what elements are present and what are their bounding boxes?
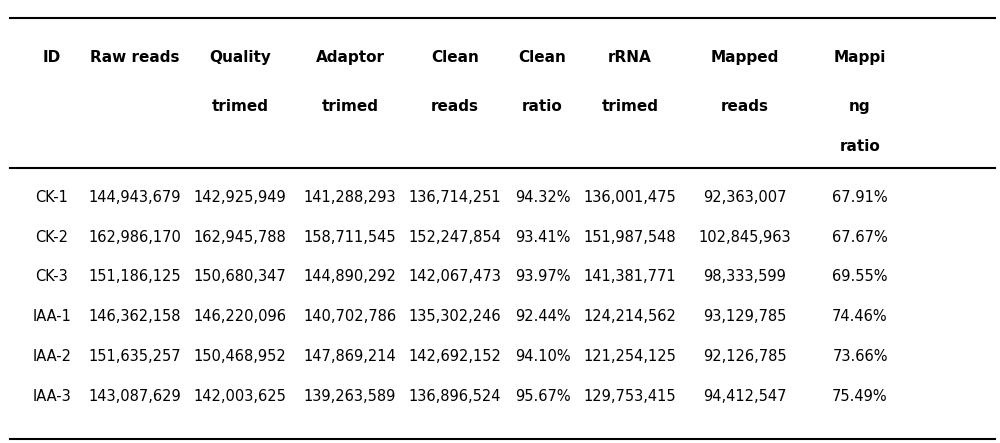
Text: rRNA: rRNA bbox=[608, 50, 652, 65]
Text: 162,945,788: 162,945,788 bbox=[194, 229, 286, 245]
Text: IAA-2: IAA-2 bbox=[32, 349, 72, 364]
Text: trimed: trimed bbox=[602, 99, 658, 114]
Text: 144,943,679: 144,943,679 bbox=[89, 190, 181, 205]
Text: 158,711,545: 158,711,545 bbox=[304, 229, 396, 245]
Text: 94.10%: 94.10% bbox=[515, 349, 570, 364]
Text: 93.97%: 93.97% bbox=[515, 269, 570, 284]
Text: 121,254,125: 121,254,125 bbox=[584, 349, 676, 364]
Text: 152,247,854: 152,247,854 bbox=[409, 229, 501, 245]
Text: 75.49%: 75.49% bbox=[832, 389, 888, 404]
Text: IAA-1: IAA-1 bbox=[33, 309, 71, 324]
Text: 144,890,292: 144,890,292 bbox=[304, 269, 396, 284]
Text: Adaptor: Adaptor bbox=[316, 50, 384, 65]
Text: Quality: Quality bbox=[209, 50, 271, 65]
Text: 151,186,125: 151,186,125 bbox=[89, 269, 181, 284]
Text: 150,680,347: 150,680,347 bbox=[194, 269, 286, 284]
Text: Mappi: Mappi bbox=[834, 50, 886, 65]
Text: 162,986,170: 162,986,170 bbox=[89, 229, 181, 245]
Text: Mapped: Mapped bbox=[711, 50, 779, 65]
Text: CK-3: CK-3 bbox=[36, 269, 68, 284]
Text: 140,702,786: 140,702,786 bbox=[303, 309, 397, 324]
Text: reads: reads bbox=[431, 99, 479, 114]
Text: 142,003,625: 142,003,625 bbox=[194, 389, 286, 404]
Text: reads: reads bbox=[721, 99, 769, 114]
Text: 67.67%: 67.67% bbox=[832, 229, 888, 245]
Text: ng: ng bbox=[849, 99, 871, 114]
Text: trimed: trimed bbox=[322, 99, 378, 114]
Text: 136,001,475: 136,001,475 bbox=[584, 190, 676, 205]
Text: 142,067,473: 142,067,473 bbox=[409, 269, 501, 284]
Text: 98,333,599: 98,333,599 bbox=[704, 269, 786, 284]
Text: 136,714,251: 136,714,251 bbox=[409, 190, 501, 205]
Text: CK-1: CK-1 bbox=[36, 190, 68, 205]
Text: 93.41%: 93.41% bbox=[515, 229, 570, 245]
Text: trimed: trimed bbox=[212, 99, 268, 114]
Text: 135,302,246: 135,302,246 bbox=[409, 309, 501, 324]
Text: 151,635,257: 151,635,257 bbox=[89, 349, 181, 364]
Text: 143,087,629: 143,087,629 bbox=[89, 389, 181, 404]
Text: 141,288,293: 141,288,293 bbox=[304, 190, 396, 205]
Text: 139,263,589: 139,263,589 bbox=[304, 389, 396, 404]
Text: 74.46%: 74.46% bbox=[832, 309, 888, 324]
Text: CK-2: CK-2 bbox=[36, 229, 68, 245]
Text: 146,362,158: 146,362,158 bbox=[89, 309, 181, 324]
Text: 136,896,524: 136,896,524 bbox=[409, 389, 501, 404]
Text: 102,845,963: 102,845,963 bbox=[699, 229, 791, 245]
Text: 151,987,548: 151,987,548 bbox=[584, 229, 676, 245]
Text: 141,381,771: 141,381,771 bbox=[584, 269, 676, 284]
Text: 129,753,415: 129,753,415 bbox=[584, 389, 676, 404]
Text: 92.44%: 92.44% bbox=[515, 309, 570, 324]
Text: 93,129,785: 93,129,785 bbox=[703, 309, 787, 324]
Text: Clean: Clean bbox=[431, 50, 479, 65]
Text: 146,220,096: 146,220,096 bbox=[194, 309, 287, 324]
Text: 95.67%: 95.67% bbox=[515, 389, 570, 404]
Text: 142,692,152: 142,692,152 bbox=[409, 349, 501, 364]
Text: IAA-3: IAA-3 bbox=[33, 389, 71, 404]
Text: 92,363,007: 92,363,007 bbox=[703, 190, 787, 205]
Text: 69.55%: 69.55% bbox=[832, 269, 888, 284]
Text: Clean: Clean bbox=[519, 50, 566, 65]
Text: 94.32%: 94.32% bbox=[515, 190, 570, 205]
Text: Raw reads: Raw reads bbox=[90, 50, 180, 65]
Text: 92,126,785: 92,126,785 bbox=[703, 349, 787, 364]
Text: ID: ID bbox=[43, 50, 61, 65]
Text: 124,214,562: 124,214,562 bbox=[584, 309, 676, 324]
Text: ratio: ratio bbox=[522, 99, 563, 114]
Text: ratio: ratio bbox=[840, 139, 880, 154]
Text: 67.91%: 67.91% bbox=[832, 190, 888, 205]
Text: 147,869,214: 147,869,214 bbox=[304, 349, 396, 364]
Text: 73.66%: 73.66% bbox=[832, 349, 888, 364]
Text: 150,468,952: 150,468,952 bbox=[194, 349, 286, 364]
Text: 94,412,547: 94,412,547 bbox=[703, 389, 787, 404]
Text: 142,925,949: 142,925,949 bbox=[194, 190, 286, 205]
